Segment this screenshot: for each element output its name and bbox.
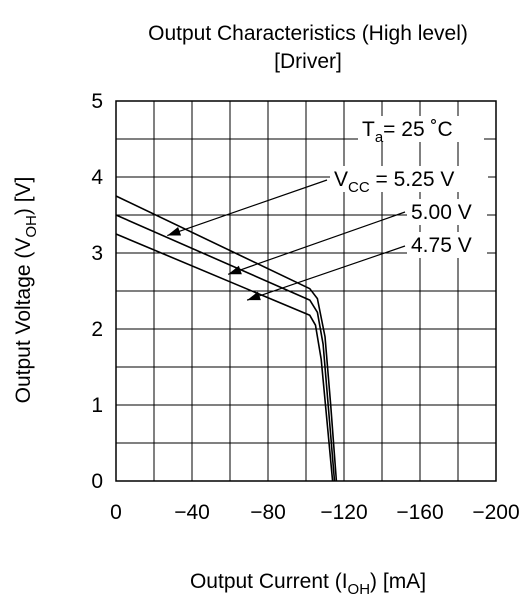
y-tick-label: 2: [91, 318, 103, 341]
x-tick-label: 0: [110, 501, 122, 524]
annotation-arrow: [228, 212, 405, 274]
y-tick-label: 5: [91, 90, 103, 113]
x-tick-label: −200: [472, 501, 519, 524]
x-axis-label: Output Current (IOH) [mA]: [190, 570, 426, 598]
annotation-arrowhead: [167, 227, 181, 236]
y-axis-label-sub: OH: [23, 215, 40, 238]
y-axis-ticks: 0 1 2 3 4 5: [91, 90, 103, 493]
y-tick-label: 4: [91, 166, 103, 189]
y-axis-label-tail: ) [V]: [12, 177, 35, 216]
x-axis-ticks: 0 −40 −80 −120 −160 −200: [110, 501, 520, 524]
x-tick-label: −120: [320, 501, 367, 524]
y-axis-label: Output Voltage (VOH) [V]: [12, 177, 40, 404]
series-line: [116, 234, 333, 481]
annotation-arrow: [167, 180, 327, 236]
y-tick-label: 0: [91, 470, 103, 493]
y-tick-label: 1: [91, 394, 103, 417]
series-label: 5.00 V: [411, 201, 472, 224]
chart-subtitle: [Driver]: [274, 50, 342, 73]
x-tick-label: −40: [174, 501, 210, 524]
y-axis-label-main: Output Voltage (V: [12, 238, 35, 404]
annotation-arrow: [247, 246, 405, 300]
x-tick-label: −80: [250, 501, 286, 524]
series-line: [116, 215, 335, 481]
series-group: [116, 196, 336, 481]
chart-title: Output Characteristics (High level): [148, 22, 468, 45]
grid: [116, 101, 496, 481]
x-axis-label-sub: OH: [348, 581, 371, 598]
annotation-arrowhead: [247, 292, 261, 301]
y-tick-label: 3: [91, 242, 103, 265]
x-tick-label: −160: [396, 501, 443, 524]
series-label: 4.75 V: [411, 234, 472, 257]
x-axis-label-tail: ) [mA]: [370, 570, 426, 593]
series-line: [116, 196, 336, 481]
x-axis-label-main: Output Current (I: [190, 570, 348, 593]
